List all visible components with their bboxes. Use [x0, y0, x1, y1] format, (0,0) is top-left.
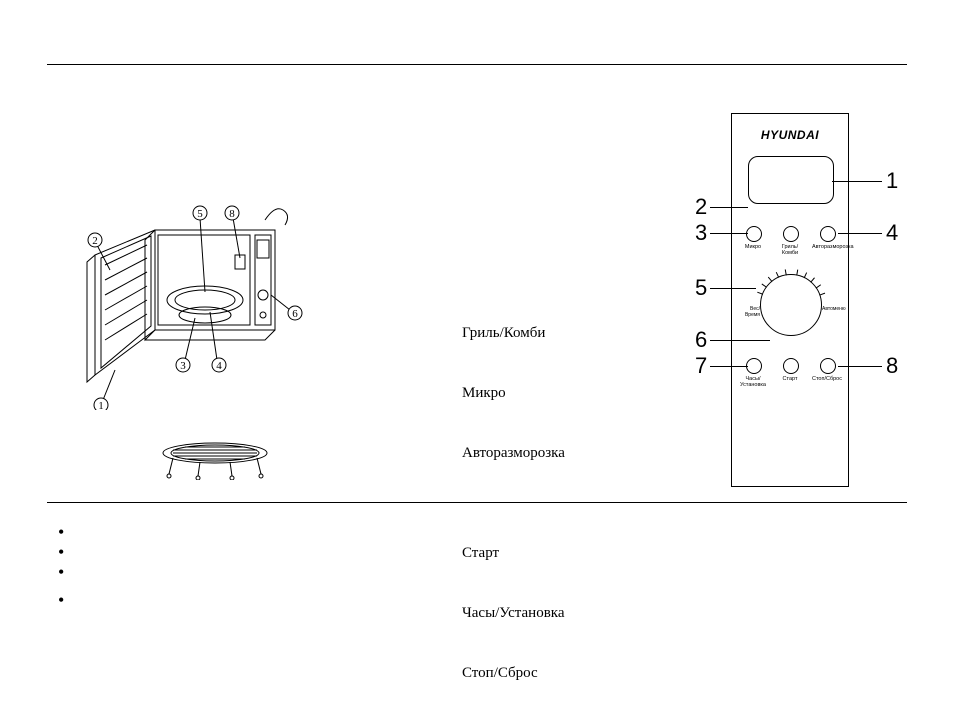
svg-text:6: 6 [292, 308, 298, 320]
callout-8: 8 [886, 353, 898, 379]
mw-body-side [145, 230, 155, 340]
rule-top [47, 64, 907, 65]
btn-grill-combi-label: Гриль/Комби [775, 244, 805, 256]
leader-6 [710, 340, 770, 341]
dial-tick [776, 272, 779, 278]
svg-text:8: 8 [229, 208, 235, 220]
dial-tick [785, 269, 787, 275]
leader-5 [710, 288, 756, 289]
leader-1 [832, 181, 882, 182]
leader-4 [838, 233, 882, 234]
mw-door-line [105, 286, 147, 310]
page-root: Гриль/Комби Микро Авторазморозка Старт Ч… [0, 0, 954, 675]
dial-tick [762, 284, 767, 288]
dial[interactable] [760, 274, 822, 336]
callout-3: 3 [695, 220, 707, 246]
label-line: Микро [462, 383, 565, 403]
dial-tick [810, 277, 815, 282]
label-line: Гриль/Комби [462, 323, 565, 343]
bullet-gap [58, 582, 64, 590]
btn-stop-reset[interactable] [820, 358, 836, 374]
callout-2: 2 [695, 194, 707, 220]
svg-text:1: 1 [98, 400, 104, 410]
mw-button-icon [260, 312, 266, 318]
btn-stop-reset-label: Стоп/Сброс [812, 376, 842, 382]
bullet: • [58, 522, 64, 542]
mw-roller [179, 307, 231, 323]
callout-7: 7 [695, 353, 707, 379]
btn-start-label: Старт [775, 376, 805, 382]
leader-3 [710, 233, 748, 234]
btn-grill-combi[interactable] [783, 226, 799, 242]
btn-start[interactable] [783, 358, 799, 374]
btn-auto-defrost-label: Авторазморозка [812, 244, 842, 250]
grill-rack-illustration [155, 440, 275, 480]
callout-6: 6 [695, 327, 707, 353]
dial-tick [796, 270, 798, 276]
mw-display-icon [257, 240, 269, 258]
label-line: Часы/Установка [462, 603, 565, 623]
btn-micro-label: Микро [738, 244, 768, 250]
label-line: Авторазморозка [462, 443, 565, 463]
label-line: Стоп/Сброс [462, 663, 565, 683]
dial-right-label: Автоменю [822, 306, 846, 312]
mw-door-edge [87, 255, 95, 382]
svg-text:5: 5 [197, 208, 203, 220]
dial-tick [757, 292, 763, 295]
labels-block: Гриль/Комби Микро Авторазморозка Старт Ч… [462, 283, 565, 723]
callout-4: 4 [886, 220, 898, 246]
mw-door-line [105, 258, 147, 280]
dial-tick [768, 277, 773, 282]
dial-tick [816, 284, 821, 288]
btn-clock-set-label: Часы/Установка [738, 376, 768, 388]
svg-text:4: 4 [216, 360, 222, 372]
callout-1: 1 [886, 168, 898, 194]
bullet-list: • • • • [58, 522, 64, 610]
label-line: Старт [462, 543, 565, 563]
mw-door-line [105, 314, 147, 340]
control-panel: HYUNDAI Микро Гриль/Комби Авторазморозка… [731, 113, 849, 487]
brand-logo: HYUNDAI [732, 128, 848, 142]
btn-clock-set[interactable] [746, 358, 762, 374]
leader-2 [710, 207, 748, 208]
btn-micro[interactable] [746, 226, 762, 242]
leader-8 [838, 366, 882, 367]
mw-door-line [105, 272, 147, 295]
svg-text:2: 2 [92, 235, 98, 247]
dial-tick [804, 272, 807, 278]
callout-5: 5 [695, 275, 707, 301]
bullet: • [58, 542, 64, 562]
leader-7 [710, 366, 748, 367]
mw-body-base [145, 330, 275, 340]
power-cord-icon [265, 209, 288, 225]
mw-door-line [105, 300, 147, 325]
bullet: • [58, 590, 64, 610]
btn-auto-defrost[interactable] [820, 226, 836, 242]
mw-door [95, 230, 155, 375]
display-window [748, 156, 834, 204]
mw-dial-icon [258, 290, 268, 300]
dial-tick [819, 293, 825, 296]
bullet: • [58, 562, 64, 582]
dial-left-label: Вес/Время [736, 306, 760, 318]
svg-text:3: 3 [180, 360, 186, 372]
microwave-illustration: 1 2 3 4 5 6 8 [85, 200, 305, 410]
